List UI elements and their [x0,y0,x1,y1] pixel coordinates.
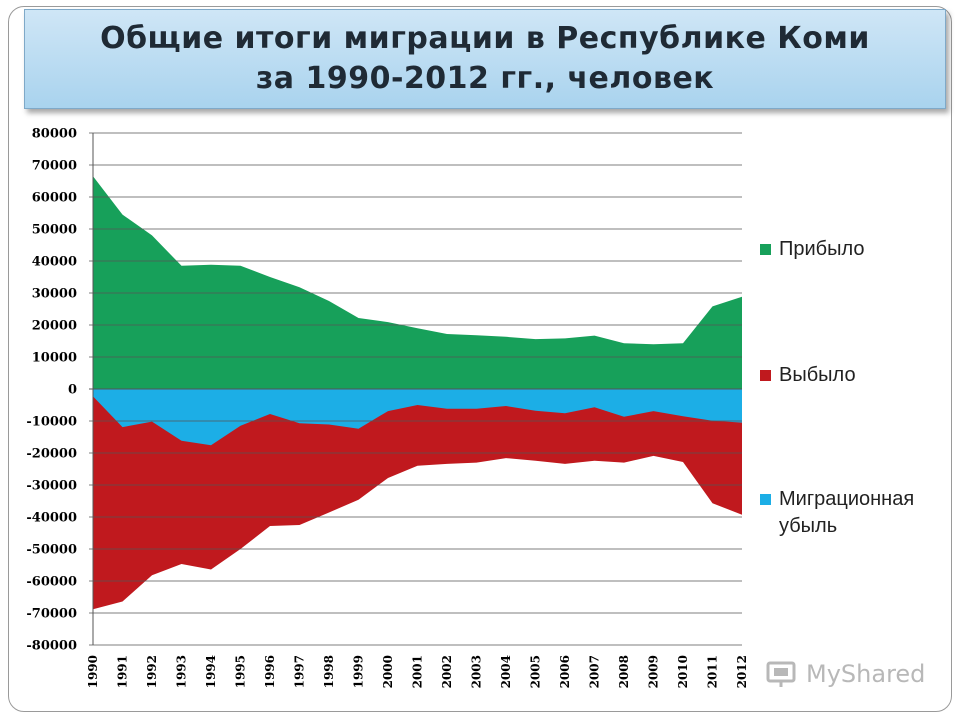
area-migration-loss [93,389,742,446]
y-tick-label: -40000 [26,511,77,526]
y-tick-label: 30000 [32,287,77,302]
y-axis-tick-labels: 80000 70000 60000 50000 40000 30000 20000 10000… [26,127,77,654]
legend-item-migration-loss: Миграционная убыль [760,486,950,540]
x-tick-label: 1991 [116,655,130,688]
series-layer [93,176,742,610]
grid-layer [89,132,742,646]
y-tick-label: 40000 [32,255,77,270]
y-tick-label: -50000 [26,543,77,558]
x-tick-label: 2008 [617,655,631,688]
watermark-text: MyShared [806,660,926,688]
x-axis-tick-labels: 1990 1991 1992 1993 1994 1995 1996 1997 1998 1999… [86,655,749,688]
x-tick-label: 2007 [588,655,602,688]
y-tick-label: 70000 [32,159,77,174]
y-tick-label: 0 [68,383,77,398]
y-tick-label: -10000 [26,415,77,430]
legend-item-departed: Выбыло [760,362,950,389]
legend-swatch-arrived [760,244,771,255]
title-banner: Общие итоги миграции в Республике Коми з… [24,9,946,109]
y-tick-label: -80000 [26,639,77,654]
x-tick-label: 2005 [529,655,543,688]
y-tick-label: -30000 [26,479,77,494]
area-arrived [93,176,742,389]
y-tick-label: -60000 [26,575,77,590]
x-tick-label: 2001 [411,655,425,688]
x-tick-label: 2003 [470,655,484,688]
watermark: MyShared [766,656,936,692]
title-line-1: Общие итоги миграции в Республике Коми [100,21,870,56]
y-tick-label: -70000 [26,607,77,622]
legend-label-arrived: Прибыло [779,238,865,260]
x-tick-label: 1990 [86,655,100,688]
y-tick-label: -20000 [26,447,77,462]
x-tick-label: 2012 [735,655,749,688]
legend-item-arrived: Прибыло [760,236,950,263]
y-tick-label: 10000 [32,351,77,366]
presentation-screen-icon [766,661,796,687]
y-tick-label: 50000 [32,223,77,238]
legend-swatch-migration-loss [760,494,771,505]
legend-swatch-departed [760,370,771,381]
x-tick-label: 1999 [352,655,366,688]
x-tick-label: 2002 [440,655,454,688]
area-departed [93,389,742,610]
y-tick-label: 60000 [32,191,77,206]
legend-label-migration-loss: Миграционная убыль [779,488,915,537]
y-tick-label: 20000 [32,319,77,334]
x-tick-label: 1992 [145,655,159,688]
x-tick-label: 2011 [706,655,720,688]
x-tick-label: 1998 [322,655,336,688]
title-line-2: за 1990-2012 гг., человек [255,61,715,96]
x-tick-label: 2004 [499,655,513,688]
x-tick-label: 2000 [381,655,395,688]
y-tick-label: 80000 [32,127,77,142]
legend-label-departed: Выбыло [779,364,856,386]
x-tick-label: 1994 [204,655,218,688]
x-tick-label: 1997 [293,655,307,688]
x-tick-label: 2009 [647,655,661,688]
x-tick-label: 2006 [558,655,572,688]
x-tick-label: 1993 [175,655,189,688]
x-tick-label: 1995 [234,655,248,688]
x-tick-label: 1996 [263,655,277,688]
x-tick-label: 2010 [676,655,690,688]
